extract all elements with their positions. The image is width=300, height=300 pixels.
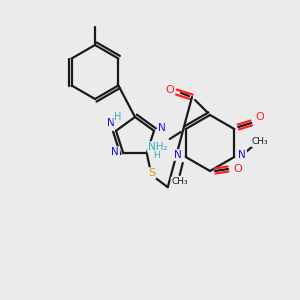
Text: N: N (174, 150, 182, 160)
Text: N: N (158, 123, 166, 133)
Text: CH₃: CH₃ (171, 178, 188, 187)
Text: N: N (107, 118, 115, 128)
Text: O: O (166, 85, 174, 95)
Text: O: O (234, 164, 242, 174)
Text: NH₂: NH₂ (148, 142, 168, 152)
Text: CH₃: CH₃ (252, 137, 268, 146)
Text: H: H (153, 152, 160, 160)
Text: S: S (148, 168, 155, 178)
Text: N: N (238, 150, 246, 160)
Text: O: O (256, 112, 265, 122)
Text: H: H (114, 112, 122, 122)
Text: N: N (111, 147, 119, 157)
